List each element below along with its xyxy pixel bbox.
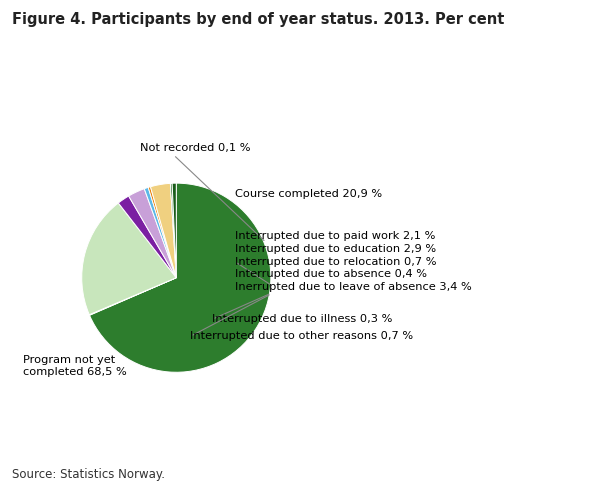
Wedge shape (118, 196, 176, 278)
Wedge shape (89, 278, 176, 315)
Text: Interrupted due to illness 0,3 %: Interrupted due to illness 0,3 % (212, 314, 393, 325)
Wedge shape (129, 189, 176, 278)
Text: Inerrupted due to leave of absence 3,4 %: Inerrupted due to leave of absence 3,4 % (235, 282, 472, 292)
Text: Source: Statistics Norway.: Source: Statistics Norway. (12, 468, 165, 481)
Text: Program not yet
completed 68,5 %: Program not yet completed 68,5 % (23, 355, 127, 377)
Text: Interrupted due to other reasons 0,7 %: Interrupted due to other reasons 0,7 % (190, 331, 414, 341)
Wedge shape (172, 183, 176, 278)
Wedge shape (82, 203, 176, 315)
Text: Interrupted due to relocation 0,7 %: Interrupted due to relocation 0,7 % (235, 257, 436, 266)
Text: Interrupted due to absence 0,4 %: Interrupted due to absence 0,4 % (235, 269, 427, 279)
Text: Figure 4. Participants by end of year status. 2013. Per cent: Figure 4. Participants by end of year st… (12, 12, 504, 27)
Text: Interrupted due to education 2,9 %: Interrupted due to education 2,9 % (235, 244, 436, 254)
Text: Interrupted due to paid work 2,1 %: Interrupted due to paid work 2,1 % (235, 231, 436, 241)
Wedge shape (170, 183, 176, 278)
Text: Course completed 20,9 %: Course completed 20,9 % (235, 189, 382, 200)
Wedge shape (151, 183, 176, 278)
Wedge shape (90, 183, 271, 372)
Wedge shape (148, 187, 176, 278)
Wedge shape (144, 187, 176, 278)
Text: Not recorded 0,1 %: Not recorded 0,1 % (140, 143, 251, 153)
